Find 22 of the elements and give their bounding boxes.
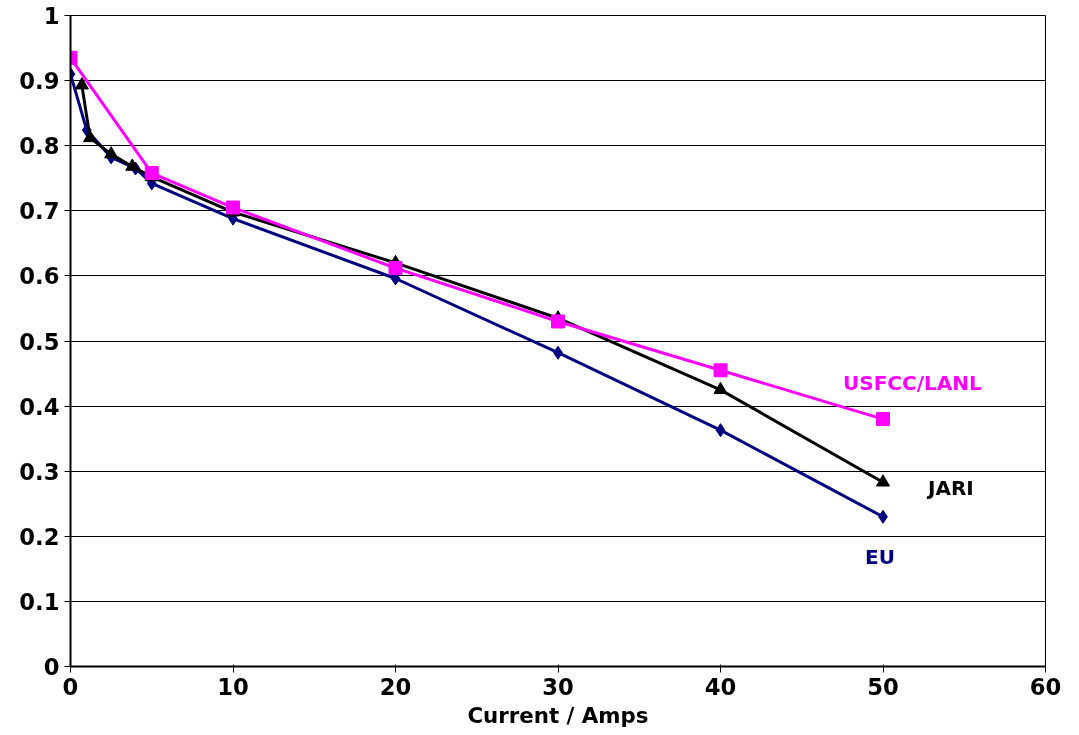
- y-tick-label: 0.1: [19, 588, 60, 615]
- y-tick-label: 0.5: [19, 328, 60, 355]
- y-tick-label: 0.7: [19, 198, 60, 225]
- series-label: EU: [865, 544, 895, 569]
- y-tick-label: 0.6: [19, 263, 60, 290]
- x-tick-label: 30: [542, 673, 574, 700]
- y-tick-label: 0: [43, 654, 60, 680]
- x-tick-label: 0: [62, 673, 79, 700]
- y-tick-label: 0.4: [19, 393, 60, 420]
- x-tick-label: 10: [217, 673, 249, 700]
- series-label: JARI: [926, 476, 974, 501]
- x-tick-label: 50: [867, 673, 899, 700]
- x-tick-label: 20: [379, 673, 412, 700]
- x-axis-title: Current / Amps: [467, 702, 649, 728]
- x-tick-label: 40: [704, 673, 737, 700]
- y-tick-label: 1: [43, 3, 60, 29]
- y-tick-label: 0.3: [19, 458, 60, 485]
- y-tick-label: 0.9: [19, 68, 60, 95]
- y-tick-label: 0.8: [19, 133, 60, 160]
- x-tick-label: 60: [1029, 673, 1062, 700]
- y-tick-label: 0.2: [19, 523, 60, 550]
- series-label: USFCC/LANL: [843, 371, 982, 396]
